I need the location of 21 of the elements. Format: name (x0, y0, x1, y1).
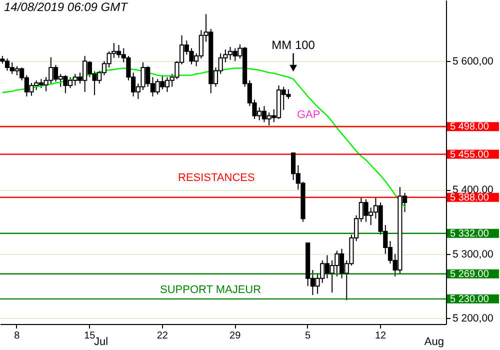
text: Aug (424, 336, 444, 348)
x-tick-label: 8 (14, 330, 20, 342)
y-tick-label: 5 600,00 (452, 56, 494, 68)
x-tick-label: 5 (305, 330, 312, 342)
x-tick-label: 12 (374, 330, 387, 342)
x-tick-label: 29 (230, 330, 242, 342)
ref-line-label: 5 332.00 (450, 228, 490, 240)
x-tick-label: 15 (84, 330, 96, 342)
y-tick-label: 5 300,00 (452, 248, 494, 260)
ref-line-label: 5 498.00 (450, 122, 490, 133)
ref-line-label: 5 230.00 (450, 294, 490, 305)
ref-line-label: 5 455.00 (450, 149, 490, 160)
text: Jul (94, 336, 108, 348)
annotation: RESISTANCES (178, 172, 255, 184)
annotation: GAP (297, 109, 320, 121)
ref-line-label: 5 269.00 (450, 268, 490, 280)
y-tick-label: 5 200,00 (452, 312, 494, 325)
x-tick-label: 22 (156, 330, 168, 342)
annotation: SUPPORT MAJEUR (160, 284, 262, 296)
chart-title: 14/08/2019 06:09 GMT (4, 0, 130, 14)
series-label: MM 100 (272, 38, 316, 52)
